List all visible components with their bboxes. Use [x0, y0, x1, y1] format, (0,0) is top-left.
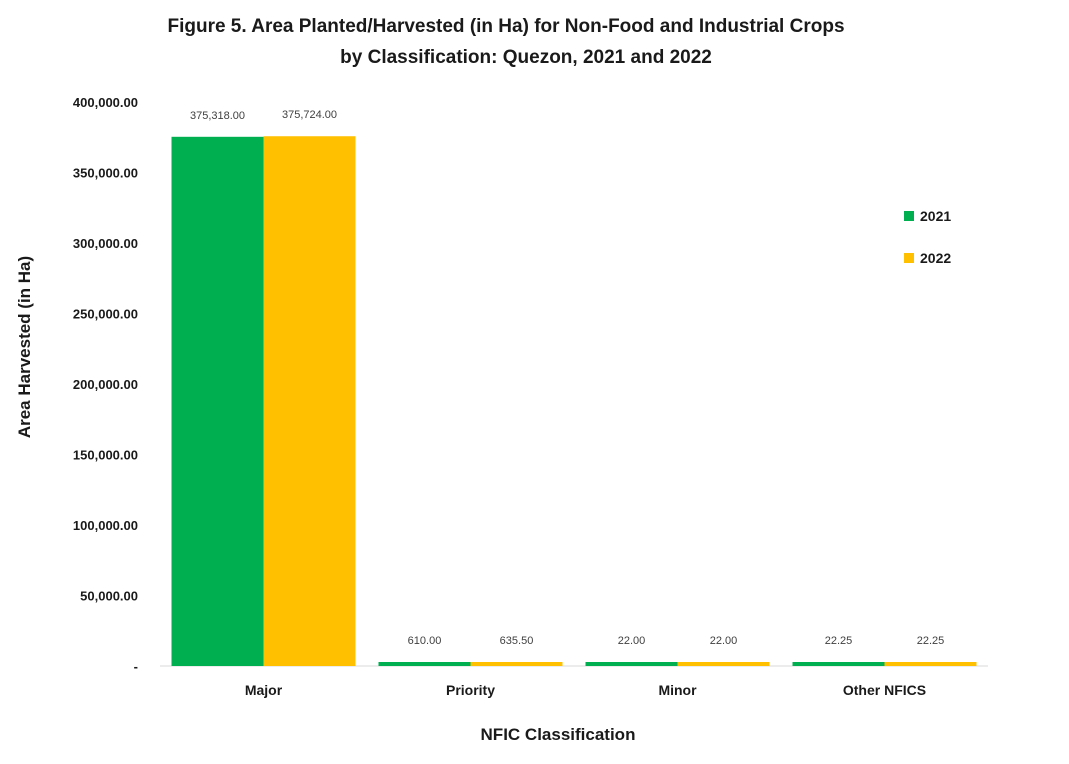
bar-2021-major [171, 136, 264, 666]
data-label: 375,318.00 [190, 110, 245, 122]
y-axis-label: Area Harvested (in Ha) [15, 256, 34, 438]
chart-subtitle: by Classification: Quezon, 2021 and 2022 [340, 47, 712, 68]
y-tick-label: 300,000.00 [73, 236, 138, 251]
bar-2021-other-nfics [792, 662, 885, 666]
y-tick-label: 200,000.00 [73, 377, 138, 392]
y-tick-label: 150,000.00 [73, 448, 138, 463]
y-tick-label: - [134, 659, 138, 674]
data-label: 22.25 [917, 635, 945, 647]
x-tick-label: Priority [446, 682, 495, 698]
chart-title: Figure 5. Area Planted/Harvested (in Ha)… [167, 16, 844, 37]
bars-group [171, 136, 977, 667]
x-tick-label: Major [245, 682, 283, 698]
legend-swatch [904, 253, 914, 263]
bar-2022-minor [677, 662, 770, 666]
y-tick-label: 100,000.00 [73, 518, 138, 533]
bar-2022-major [263, 136, 356, 667]
x-tick-label: Other NFICS [843, 682, 926, 698]
data-label: 22.00 [710, 635, 738, 647]
x-axis-ticks: Major Priority Minor Other NFICS [245, 682, 926, 698]
data-label: 22.00 [618, 635, 646, 647]
bar-2022-other-nfics [884, 662, 977, 666]
legend-label: 2021 [920, 208, 951, 224]
bar-2021-priority [378, 662, 471, 666]
legend-label: 2022 [920, 250, 951, 266]
data-labels-group: 375,318.00 375,724.00 610.00 635.50 22.00 22.… [190, 109, 944, 647]
y-tick-label: 50,000.00 [80, 589, 138, 604]
y-tick-label: 400,000.00 [73, 95, 138, 110]
data-label: 22.25 [825, 635, 853, 647]
data-label: 635.50 [500, 635, 534, 647]
legend-swatch [904, 211, 914, 221]
y-tick-label: 350,000.00 [73, 166, 138, 181]
bar-2021-minor [585, 662, 678, 666]
data-label: 375,724.00 [282, 109, 337, 121]
y-axis-ticks: - 50,000.00 100,000.00 150,000.00 200,000.00… [73, 95, 138, 674]
legend: 2021 2022 [904, 208, 951, 266]
bar-2022-priority [470, 662, 563, 666]
x-tick-label: Minor [658, 682, 697, 698]
data-label: 610.00 [408, 635, 442, 647]
y-tick-label: 250,000.00 [73, 307, 138, 322]
x-axis-label: NFIC Classification [481, 725, 636, 744]
